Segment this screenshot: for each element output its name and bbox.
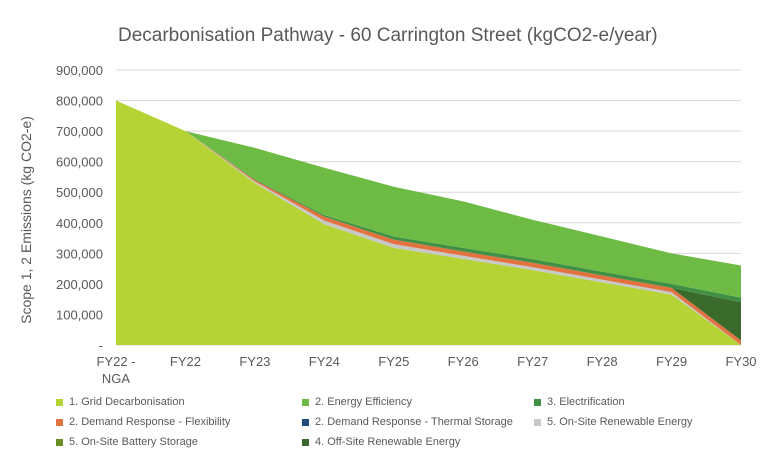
legend-swatch xyxy=(56,438,63,446)
x-tick-label: FY23 xyxy=(239,354,270,369)
legend-swatch xyxy=(56,418,63,426)
y-tick-label: - xyxy=(99,338,103,353)
legend-item: 3. Electrification xyxy=(534,396,625,408)
legend-swatch xyxy=(56,398,63,406)
area-series-8 xyxy=(116,100,741,298)
y-tick-label: 500,000 xyxy=(56,185,103,200)
legend-label: 5. On-Site Renewable Energy xyxy=(547,416,693,428)
y-tick-label: 300,000 xyxy=(56,246,103,261)
y-tick-label: 600,000 xyxy=(56,155,103,170)
x-tick-label: FY26 xyxy=(448,354,479,369)
legend-swatch xyxy=(534,418,541,426)
y-axis-label: Scope 1, 2 Emissions (kg CO2-e) xyxy=(18,116,34,324)
stacked-areas xyxy=(116,100,741,345)
legend-item: 2. Energy Efficiency xyxy=(302,396,412,408)
legend-label: 2. Energy Efficiency xyxy=(315,396,413,408)
y-tick-label: 900,000 xyxy=(56,63,103,78)
legend-label: 2. Demand Response - Thermal Storage xyxy=(315,416,513,428)
legend-label: 5. On-Site Battery Storage xyxy=(69,436,199,448)
decarbonisation-area-chart: Decarbonisation Pathway - 60 Carrington … xyxy=(18,25,757,386)
y-axis-ticks: - 100,000 200,000 300,000 400,000 500,000 600,… xyxy=(56,63,103,353)
y-tick-label: 200,000 xyxy=(56,277,103,292)
y-tick-label: 700,000 xyxy=(56,124,103,139)
legend-swatch xyxy=(302,418,309,426)
legend-label: 4. Off-Site Renewable Energy xyxy=(315,436,461,448)
legend-swatch xyxy=(534,398,541,406)
x-tick-label: FY22 -NGA xyxy=(96,354,135,386)
legend-item: 2. Demand Response - Thermal Storage xyxy=(302,416,513,428)
chart-title: Decarbonisation Pathway - 60 Carrington … xyxy=(118,25,658,46)
legend-label: 1. Grid Decarbonisation xyxy=(69,396,185,408)
legend-item: 1. Grid Decarbonisation xyxy=(56,396,185,408)
legend-item: 5. On-Site Battery Storage xyxy=(56,436,198,448)
y-tick-label: 100,000 xyxy=(56,307,103,322)
x-tick-label: FY29 xyxy=(656,354,687,369)
x-tick-label: FY28 xyxy=(587,354,618,369)
x-tick-label: FY27 xyxy=(517,354,548,369)
x-tick-label: FY30 xyxy=(725,354,756,369)
x-tick-label: FY25 xyxy=(378,354,409,369)
y-tick-label: 400,000 xyxy=(56,216,103,231)
y-tick-label: 800,000 xyxy=(56,94,103,109)
legend-swatch xyxy=(302,438,309,446)
legend-item: 5. On-Site Renewable Energy xyxy=(534,416,693,428)
legend-item: 2. Demand Response - Flexibility xyxy=(56,416,230,428)
area-series-1 xyxy=(116,100,741,345)
legend-swatch xyxy=(302,398,309,406)
legend-label: 3. Electrification xyxy=(547,396,625,408)
legend-item: 4. Off-Site Renewable Energy xyxy=(302,436,460,448)
x-axis-ticks: FY22 -NGA FY22 FY23 FY24 FY25 FY26 FY27 FY28 FY2… xyxy=(96,354,756,386)
legend-label: 2. Demand Response - Flexibility xyxy=(69,416,231,428)
x-tick-label: FY24 xyxy=(309,354,340,369)
x-tick-label: FY22 xyxy=(170,354,201,369)
